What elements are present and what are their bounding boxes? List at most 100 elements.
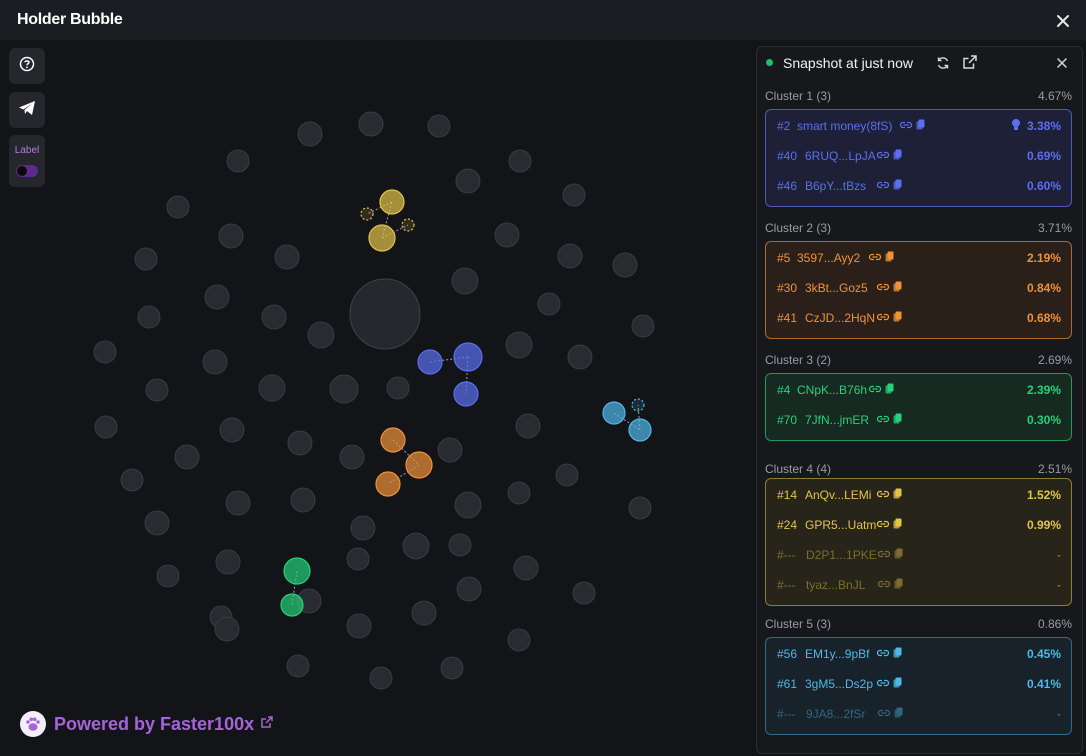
holder-bubble[interactable] [329,374,359,404]
holder-bubble[interactable] [307,321,335,349]
holder-bubble[interactable] [258,374,286,402]
holder-address[interactable]: 6RUQ...LpJA [805,149,876,163]
holder-bubble[interactable] [631,314,655,338]
holder-row[interactable]: #56 EM1y...9pBf 0.45% [777,644,1061,664]
link-icon[interactable] [876,311,890,325]
cluster-bubble[interactable] [417,349,443,375]
copy-icon[interactable] [893,179,902,193]
copy-icon[interactable] [893,149,902,163]
external-link-icon[interactable] [260,715,274,734]
copy-icon[interactable] [885,383,894,397]
cluster-bubble[interactable] [368,224,396,252]
cluster-bubble[interactable] [453,381,479,407]
holder-bubble[interactable] [225,490,251,516]
label-toggle-box[interactable]: Label [9,135,45,187]
holder-row[interactable]: #--- D2P1...1PKE - [777,545,1061,565]
link-icon[interactable] [876,488,890,502]
holder-bubble[interactable] [346,547,370,571]
copy-icon[interactable] [894,548,903,562]
holder-row[interactable]: #61 3gM5...Ds2p 0.41% [777,674,1061,694]
holder-address[interactable]: GPR5...Uatm [805,518,877,532]
holder-address[interactable]: CzJD...2HqN [805,311,876,325]
cluster-bubble[interactable] [360,207,374,221]
holder-bubble[interactable] [346,613,372,639]
cluster-bubble[interactable] [628,418,652,442]
cluster-bubble[interactable] [405,451,433,479]
holder-row[interactable]: #--- 9JA8...2fSr - [777,704,1061,724]
holder-bubble[interactable] [94,415,118,439]
panel-close-icon[interactable] [1054,55,1070,71]
holder-bubble[interactable] [339,444,365,470]
holder-bubble[interactable] [454,491,482,519]
cluster-bubble[interactable] [631,398,645,412]
holder-bubble[interactable] [572,581,596,605]
copy-icon[interactable] [916,119,925,133]
holder-row[interactable]: #30 3kBt...Goz5 0.84% [777,278,1061,298]
holder-row[interactable]: #2 smart money(8fS) 3.38% [777,116,1061,136]
holder-bubble[interactable] [287,430,313,456]
holder-bubble[interactable] [93,340,117,364]
holder-bubble[interactable] [386,376,410,400]
holder-bubble[interactable] [166,195,190,219]
holder-bubble[interactable] [226,149,250,173]
link-icon[interactable] [899,119,913,133]
holder-bubble[interactable] [134,247,158,271]
holder-bubble[interactable] [448,533,472,557]
holder-address[interactable]: smart money(8fS) [797,119,893,133]
holder-address[interactable]: AnQv...LEMi [805,488,872,502]
holder-bubble[interactable] [494,222,520,248]
holder-bubble[interactable] [507,481,531,505]
link-icon[interactable] [876,518,890,532]
telegram-button[interactable] [9,92,45,128]
copy-icon[interactable] [893,488,902,502]
holder-address[interactable]: 7JfN...jmER [805,413,870,427]
holder-row[interactable]: #40 6RUQ...LpJA 0.69% [777,146,1061,166]
holder-bubble[interactable] [145,378,169,402]
holder-bubble[interactable] [505,331,533,359]
holder-address[interactable]: B6pY...tBzs [805,179,867,193]
holder-bubble[interactable] [507,628,531,652]
holder-bubble[interactable] [437,437,463,463]
holder-bubble[interactable] [508,149,532,173]
holder-bubble[interactable] [218,223,244,249]
holder-row[interactable]: #14 AnQv...LEMi 1.52% [777,485,1061,505]
cluster-bubble[interactable] [283,557,311,585]
holder-bubble[interactable] [120,468,144,492]
brand-link[interactable]: Faster100x [160,713,255,734]
holder-bubble[interactable] [290,487,316,513]
holder-bubble[interactable] [537,292,561,316]
holder-bubble[interactable] [562,183,586,207]
bubble-map-canvas[interactable] [0,40,760,756]
holder-bubble[interactable] [427,114,451,138]
pool-bubble[interactable] [349,278,421,350]
holder-address[interactable]: D2P1...1PKE [806,548,877,562]
help-button[interactable] [9,48,45,84]
link-icon[interactable] [876,149,890,163]
holder-bubble[interactable] [156,564,180,588]
holder-bubble[interactable] [513,555,539,581]
holder-bubble[interactable] [144,510,170,536]
copy-icon[interactable] [885,251,894,265]
holder-bubble[interactable] [411,600,437,626]
holder-row[interactable]: #41 CzJD...2HqN 0.68% [777,308,1061,328]
holder-bubble[interactable] [202,349,228,375]
holder-bubble[interactable] [286,654,310,678]
holder-row[interactable]: #4 CNpK...B76h 2.39% [777,380,1061,400]
cluster-bubble[interactable] [453,342,483,372]
link-icon[interactable] [877,707,891,721]
cluster-bubble[interactable] [401,218,415,232]
holder-bubble[interactable] [455,168,481,194]
holder-bubble[interactable] [215,549,241,575]
holder-address[interactable]: 3gM5...Ds2p [805,677,874,691]
copy-icon[interactable] [894,707,903,721]
link-icon[interactable] [876,647,890,661]
holder-bubble[interactable] [174,444,200,470]
cluster-bubble[interactable] [280,593,304,617]
holder-row[interactable]: #70 7JfN...jmER 0.30% [777,410,1061,430]
holder-bubble[interactable] [297,121,323,147]
open-external-icon[interactable] [962,54,978,70]
holder-address[interactable]: 9JA8...2fSr [806,707,866,721]
cluster-bubble[interactable] [375,471,401,497]
copy-icon[interactable] [893,647,902,661]
holder-bubble[interactable] [350,515,376,541]
